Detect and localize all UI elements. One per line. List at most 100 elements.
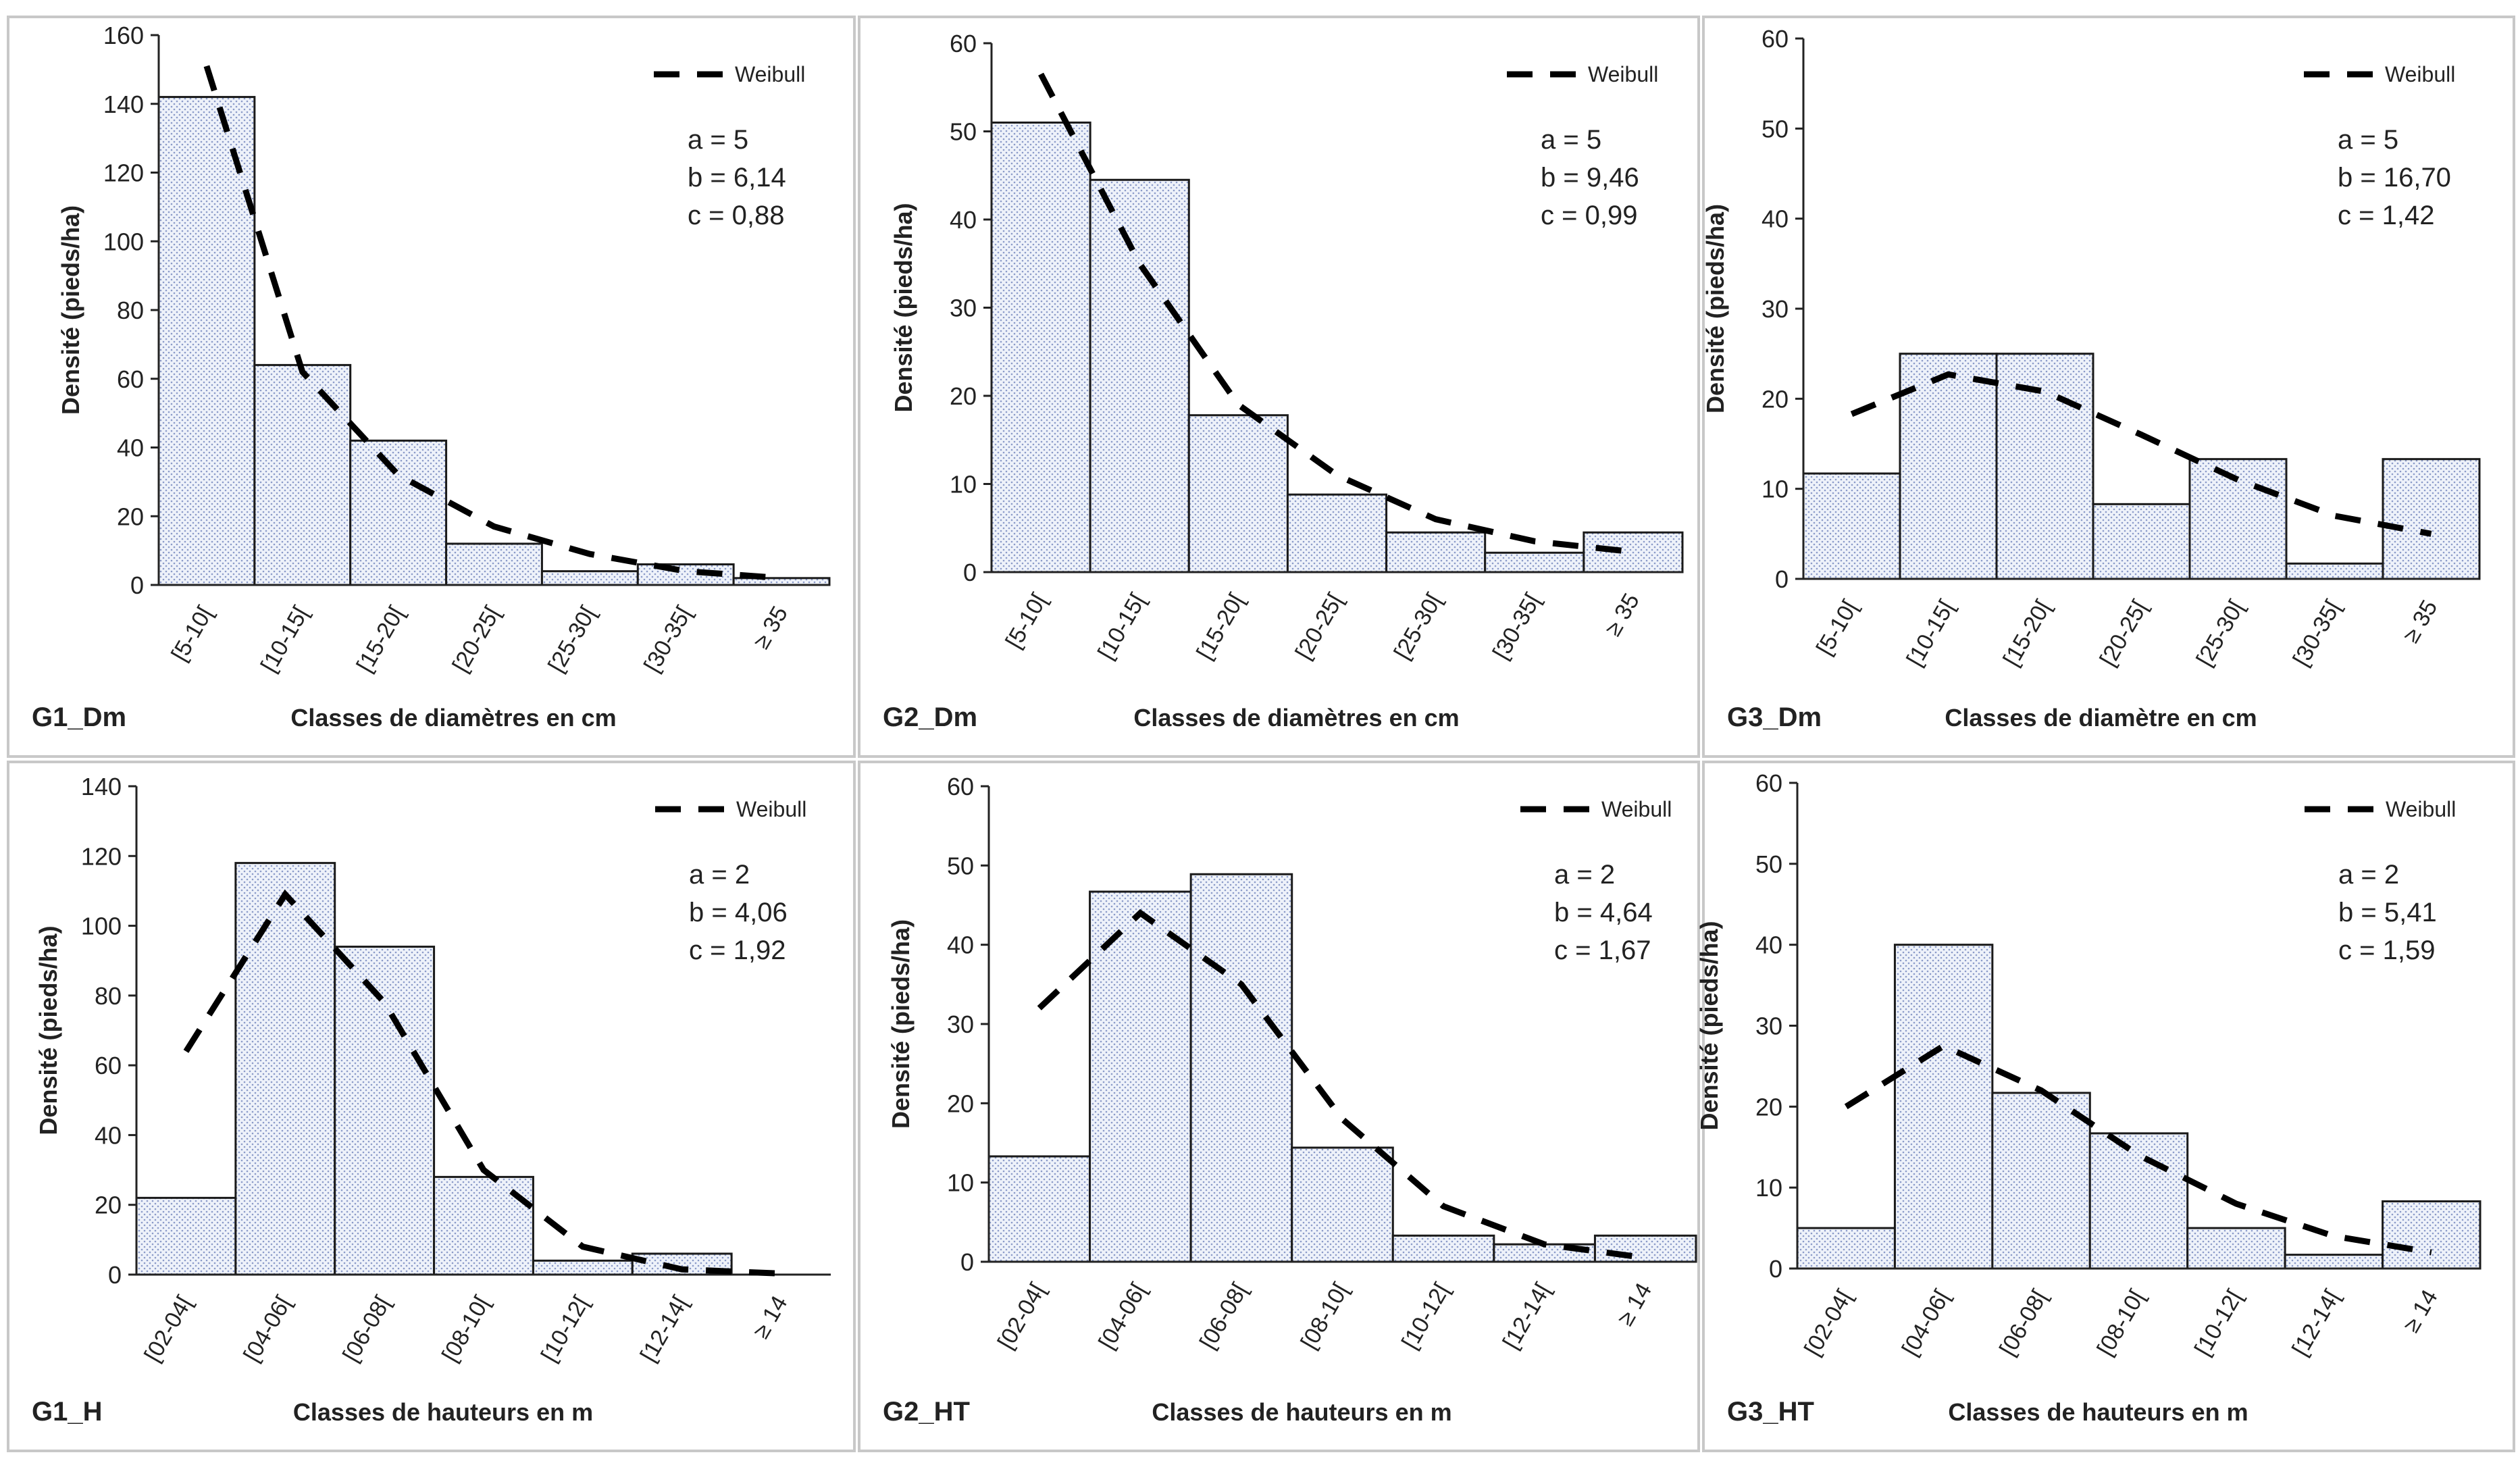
y-tick-label: 40 [950, 206, 977, 234]
bar [990, 121, 1091, 573]
x-axis-title: Classes de diamètres en cm [290, 704, 616, 732]
bar [1484, 551, 1585, 573]
y-tick-label: 20 [1762, 385, 1789, 413]
chart-panel-G3_Dm: 0102030405060[5-10[[10-15[[15-20[[20-25[… [1701, 16, 2515, 758]
weibull-parameter: a = 2 [689, 860, 750, 890]
bar [253, 363, 352, 586]
y-tick-label: 160 [103, 22, 144, 49]
y-axis-title: Densité (pieds/ha) [890, 203, 917, 412]
weibull-parameter: b = 9,46 [1541, 163, 1639, 193]
bar [2382, 458, 2481, 580]
weibull-parameter: c = 1,67 [1554, 936, 1651, 965]
y-tick-label: 40 [95, 1121, 122, 1149]
bar [334, 946, 436, 1276]
y-axis-title: Densité (pieds/ha) [1701, 204, 1729, 413]
bar [1995, 353, 2094, 580]
y-axis-title: Densité (pieds/ha) [887, 919, 915, 1129]
panel-label: G1_Dm [32, 702, 126, 732]
y-tick-label: 20 [95, 1192, 122, 1219]
bar [532, 1259, 634, 1276]
y-tick-label: 60 [950, 30, 977, 57]
weibull-parameter: c = 1,42 [2338, 201, 2434, 230]
x-axis-title: Classes de diamètres en cm [1133, 704, 1459, 732]
bar [234, 862, 336, 1276]
y-tick-label: 10 [950, 471, 977, 498]
bar [135, 1196, 237, 1276]
weibull-parameter: a = 2 [2338, 860, 2399, 890]
weibull-parameter: a = 2 [1554, 860, 1615, 890]
bar [1286, 493, 1388, 573]
bar [157, 96, 256, 586]
y-tick-label: 100 [103, 228, 144, 255]
bar [540, 570, 639, 586]
weibull-parameter: a = 5 [688, 125, 748, 155]
bar [1089, 890, 1192, 1263]
legend-label: Weibull [2385, 62, 2455, 86]
legend-label: Weibull [736, 797, 806, 821]
weibull-parameter: c = 0,88 [688, 201, 784, 230]
bar [1802, 472, 1901, 580]
bar [1187, 414, 1289, 573]
bar [1796, 1227, 1896, 1270]
y-tick-label: 60 [117, 365, 144, 393]
y-tick-label: 30 [1755, 1013, 1782, 1040]
bar [2186, 1227, 2286, 1270]
bar [1991, 1092, 2091, 1270]
y-tick-label: 60 [1762, 25, 1789, 53]
chart-panel-G3_HT: 0102030405060[02-04[[04-06[[06-08[[08-10… [1695, 761, 2515, 1452]
y-tick-label: 0 [1769, 1255, 1782, 1283]
y-tick-label: 0 [963, 559, 977, 586]
y-tick-label: 0 [108, 1261, 122, 1289]
y-tick-label: 30 [950, 295, 977, 322]
chart-panel-G1_Dm: 020406080100120140160[5-10[[10-15[[15-20… [7, 16, 856, 758]
y-tick-label: 60 [95, 1052, 122, 1079]
y-tick-label: 120 [103, 159, 144, 187]
y-tick-label: 30 [947, 1010, 974, 1038]
y-tick-label: 10 [947, 1169, 974, 1197]
weibull-parameter: c = 1,92 [689, 936, 786, 965]
y-tick-label: 10 [1755, 1174, 1782, 1202]
panel-frame [1702, 16, 2515, 758]
legend-label: Weibull [1601, 797, 1672, 821]
y-tick-label: 40 [947, 931, 974, 959]
y-tick-label: 50 [1762, 115, 1789, 143]
y-tick-label: 50 [950, 118, 977, 146]
y-tick-label: 60 [1755, 769, 1782, 797]
bar [1089, 178, 1190, 573]
y-tick-label: 80 [117, 297, 144, 324]
weibull-parameter: c = 0,99 [1541, 201, 1637, 230]
weibull-line [203, 65, 782, 582]
weibull-parameter: a = 5 [1541, 125, 1601, 155]
panel-frame [7, 16, 856, 758]
bar [2092, 503, 2191, 580]
y-tick-label: 140 [81, 773, 122, 800]
panel-label: G2_Dm [883, 702, 977, 732]
bar [2284, 1254, 2384, 1270]
y-tick-label: 50 [947, 852, 974, 879]
weibull-line [1038, 72, 1634, 555]
y-axis-title: Densité (pieds/ha) [1695, 921, 1723, 1130]
y-tick-label: 100 [81, 913, 122, 940]
weibull-parameter: b = 6,14 [688, 163, 786, 193]
y-tick-label: 20 [947, 1090, 974, 1117]
x-axis-title: Classes de hauteurs en m [293, 1398, 593, 1426]
bar [1189, 873, 1293, 1263]
weibull-parameter: c = 1,59 [2338, 936, 2435, 965]
y-axis-title: Densité (pieds/ha) [34, 925, 62, 1135]
y-axis-title: Densité (pieds/ha) [57, 205, 84, 415]
weibull-parameter: b = 4,06 [689, 898, 788, 927]
panel-label: G1_H [32, 1397, 103, 1427]
bar [1593, 1234, 1697, 1263]
weibull-parameter: b = 5,41 [2338, 898, 2437, 927]
y-tick-label: 20 [950, 382, 977, 410]
panel-label: G3_Dm [1727, 702, 1822, 732]
chart-panel-G1_H: 020406080100120140[02-04[[04-06[[06-08[[… [7, 761, 856, 1452]
y-tick-label: 0 [130, 571, 144, 599]
y-tick-label: 30 [1762, 295, 1789, 323]
chart-panel-G2_HT: 0102030405060[02-04[[04-06[[06-08[[08-10… [858, 761, 1700, 1452]
panel-label: G3_HT [1727, 1397, 1814, 1427]
y-tick-label: 20 [1755, 1093, 1782, 1121]
panel-frame [1702, 761, 2515, 1452]
bar [445, 542, 543, 586]
